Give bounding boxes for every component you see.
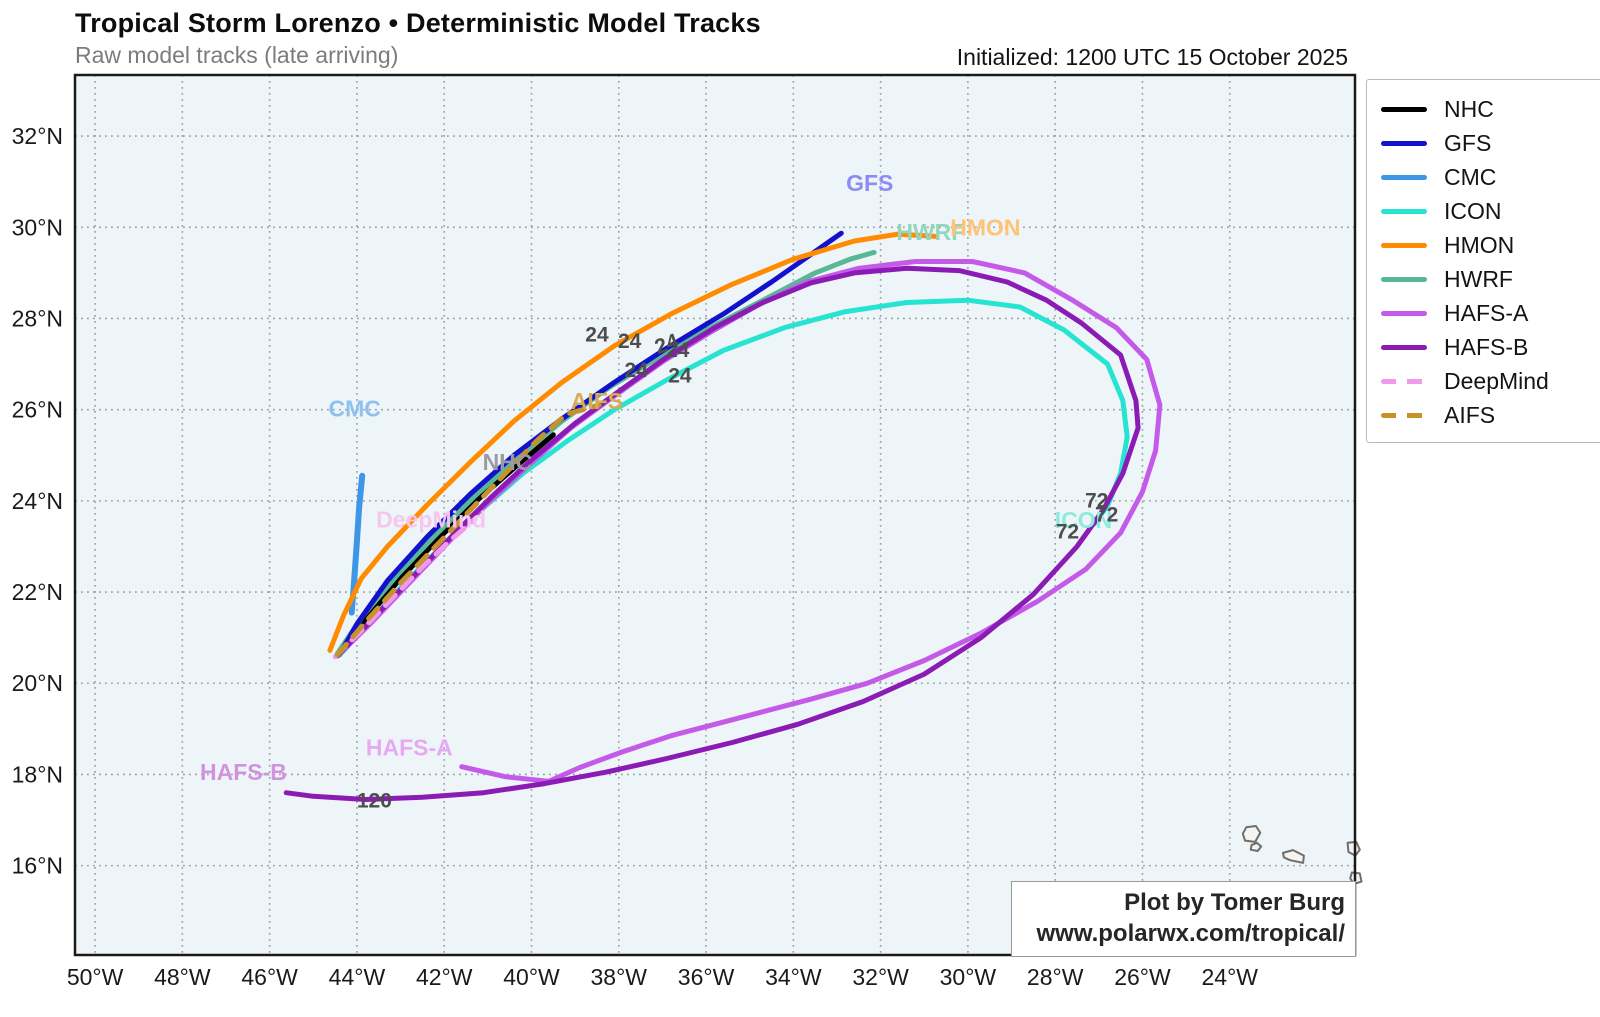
- legend-item-GFS: GFS: [1381, 126, 1593, 160]
- island-outline: [1249, 841, 1263, 852]
- track-HAFS-B: [283, 265, 1141, 802]
- legend-item-HMON: HMON: [1381, 228, 1593, 262]
- x-tick-label: 46°W: [241, 964, 298, 990]
- legend-swatch-HWRF: [1381, 276, 1427, 282]
- page-title: Tropical Storm Lorenzo • Deterministic M…: [75, 8, 761, 38]
- model-label-HAFS-A: HAFS-A: [366, 734, 453, 760]
- legend: NHC GFS CMC ICON HMON HWRF HAFS-A HAFS-B DeepMin…: [1366, 79, 1600, 443]
- attribution-box: Plot by Tomer Burg www.polarwx.com/tropi…: [1011, 881, 1356, 957]
- legend-swatch-HAFS-B: [1381, 344, 1427, 350]
- x-tick-label: 24°W: [1201, 964, 1258, 990]
- y-tick-label: 24°N: [12, 488, 63, 514]
- hour-label: 120: [357, 789, 392, 812]
- legend-item-ICON: ICON: [1381, 194, 1593, 228]
- track-NHC: [337, 432, 556, 658]
- legend-item-DeepMind: DeepMind: [1381, 364, 1593, 398]
- model-label-AIFS: AIFS: [571, 388, 623, 414]
- model-label-HWRF: HWRF: [896, 219, 965, 245]
- plot-background: [75, 75, 1355, 955]
- x-tick-label: 30°W: [940, 964, 997, 990]
- x-tick-label: 42°W: [416, 964, 473, 990]
- plot-border: [73, 73, 1357, 957]
- model-label-CMC: CMC: [329, 396, 381, 422]
- legend-swatch-GFS: [1381, 140, 1427, 146]
- legend-item-CMC: CMC: [1381, 160, 1593, 194]
- y-tick-label: 26°N: [12, 397, 63, 423]
- island-outline: [1346, 840, 1361, 857]
- hour-label: 24: [625, 359, 649, 382]
- x-tick-label: 38°W: [591, 964, 648, 990]
- init-time-label: Initialized: 1200 UTC 15 October 2025: [956, 44, 1348, 70]
- hour-label: 24: [666, 339, 690, 362]
- page-subtitle: Raw model tracks (late arriving): [75, 42, 399, 68]
- model-label-GFS: GFS: [846, 170, 893, 196]
- legend-swatch-DeepMind: [1381, 378, 1427, 384]
- x-tick-label: 36°W: [678, 964, 735, 990]
- x-tick-label: 32°W: [852, 964, 909, 990]
- model-label-ICON: ICON: [1055, 507, 1113, 533]
- x-tick-label: 28°W: [1027, 964, 1084, 990]
- legend-label: HAFS-A: [1444, 299, 1529, 326]
- legend-item-HWRF: HWRF: [1381, 262, 1593, 296]
- legend-item-HAFS-A: HAFS-A: [1381, 296, 1593, 330]
- legend-swatch-HMON: [1381, 242, 1427, 248]
- hour-label: 72: [1085, 490, 1108, 513]
- legend-item-NHC: NHC: [1381, 92, 1593, 126]
- legend-label: HMON: [1444, 231, 1515, 258]
- x-tick-label: 50°W: [67, 964, 124, 990]
- legend-label: ICON: [1444, 197, 1502, 224]
- hour-label: 24: [668, 364, 692, 387]
- legend-label: AIFS: [1444, 401, 1496, 428]
- y-tick-label: 22°N: [12, 579, 63, 605]
- hour-label: 72: [1056, 520, 1079, 543]
- hour-label: 24: [618, 330, 642, 353]
- island-outline: [1241, 825, 1262, 843]
- hour-label: 24: [585, 323, 609, 346]
- model-label-HMON: HMON: [950, 214, 1020, 240]
- x-tick-label: 40°W: [503, 964, 560, 990]
- legend-label: NHC: [1444, 95, 1494, 122]
- x-tick-label: 48°W: [154, 964, 211, 990]
- x-tick-label: 34°W: [765, 964, 822, 990]
- y-tick-label: 20°N: [12, 670, 63, 696]
- island-outline: [1282, 849, 1305, 864]
- legend-swatch-NHC: [1381, 106, 1427, 112]
- legend-label: HAFS-B: [1444, 333, 1529, 360]
- legend-label: HWRF: [1444, 265, 1513, 292]
- legend-swatch-HAFS-A: [1381, 310, 1427, 316]
- legend-label: CMC: [1444, 163, 1497, 190]
- legend-swatch-AIFS: [1381, 412, 1427, 418]
- legend-swatch-ICON: [1381, 208, 1427, 214]
- y-tick-label: 16°N: [12, 853, 63, 879]
- attribution-author: Plot by Tomer Burg: [1124, 889, 1345, 916]
- hour-label: 72: [1095, 503, 1118, 526]
- legend-label: DeepMind: [1444, 367, 1549, 394]
- model-label-NHC: NHC: [483, 449, 533, 475]
- x-tick-label: 44°W: [329, 964, 386, 990]
- legend-item-AIFS: AIFS: [1381, 398, 1593, 432]
- y-tick-label: 28°N: [12, 305, 63, 331]
- y-tick-label: 18°N: [12, 761, 63, 787]
- model-label-HAFS-B: HAFS-B: [200, 759, 287, 785]
- legend-item-HAFS-B: HAFS-B: [1381, 330, 1593, 364]
- track-AIFS: [334, 402, 602, 658]
- attribution-url: www.polarwx.com/tropical/: [1036, 920, 1345, 947]
- legend-swatch-CMC: [1381, 174, 1427, 180]
- legend-label: GFS: [1444, 129, 1492, 156]
- y-tick-label: 32°N: [12, 123, 63, 149]
- y-tick-label: 30°N: [12, 214, 63, 240]
- x-tick-label: 26°W: [1114, 964, 1171, 990]
- track-HMON: [327, 231, 938, 653]
- model-label-DeepMind: DeepMind: [376, 506, 486, 532]
